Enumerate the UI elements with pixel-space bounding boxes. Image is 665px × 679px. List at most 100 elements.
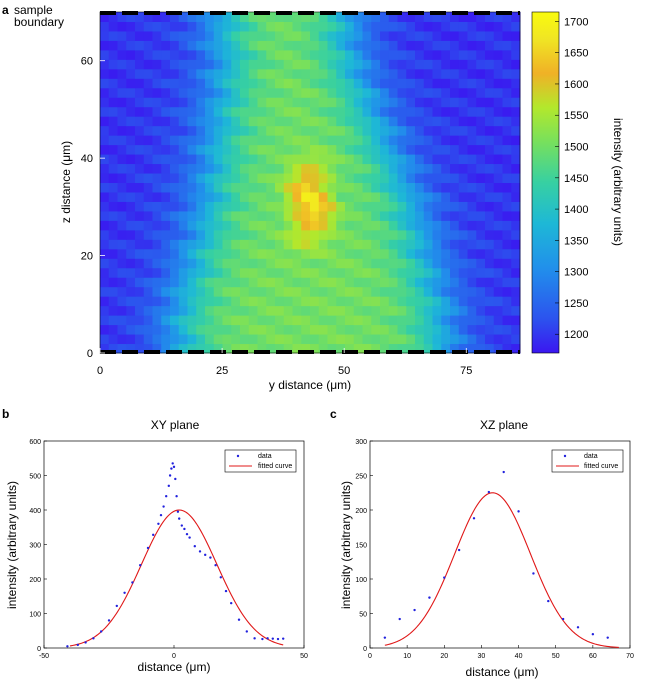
heatmap-cell: [152, 163, 162, 174]
heatmap-cell: [485, 21, 495, 32]
heatmap-cell: [301, 135, 311, 146]
heatmap-cell: [423, 144, 433, 155]
heatmap-cell: [283, 173, 293, 183]
heatmap-cell: [397, 59, 407, 70]
heatmap-cell: [388, 30, 398, 41]
heatmap-cell: [275, 258, 285, 269]
heatmap-cell: [476, 12, 486, 22]
heatmap-cell: [108, 334, 118, 345]
heatmap-cell: [117, 78, 127, 89]
heatmap-cell: [371, 144, 381, 155]
heatmap-cell: [406, 277, 416, 288]
boundary-dash-bottom: [276, 350, 292, 354]
heatmap-cell: [380, 30, 390, 41]
heatmap-cell: [100, 154, 110, 165]
heatmap-cell: [345, 343, 355, 354]
heatmap-cell: [485, 116, 495, 127]
heatmap-cell: [275, 30, 285, 41]
heatmap-cell: [126, 296, 136, 307]
heatmap-cell: [205, 286, 215, 297]
heatmap-cell: [336, 334, 346, 345]
heatmap-cell: [336, 173, 346, 183]
heatmap-cell: [476, 78, 486, 89]
heatmap-cell: [467, 343, 477, 354]
heatmap-cell: [283, 135, 293, 146]
boundary-dash-bottom: [144, 350, 160, 354]
heatmap-cell: [187, 154, 197, 165]
heatmap-cell: [257, 144, 267, 155]
heatmap-cell: [275, 286, 285, 297]
heatmap-cell: [275, 49, 285, 60]
heatmap-cell: [511, 87, 521, 98]
heatmap-cell: [415, 315, 425, 326]
heatmap-cell: [432, 182, 442, 193]
heatmap-cell: [318, 30, 328, 41]
heatmap-cell: [266, 305, 276, 316]
heatmap-cell: [283, 144, 293, 155]
heatmap-cell: [502, 334, 512, 345]
heatmap-cell: [117, 343, 127, 354]
heatmap-cell: [152, 144, 162, 155]
heatmap-cell: [187, 135, 197, 146]
heatmap-cell: [135, 229, 145, 240]
heatmap-cell: [240, 239, 250, 250]
xz-y-axis-label: intensity (arbitrary units): [339, 481, 353, 609]
boundary-dash-top: [342, 11, 358, 15]
heatmap-cell: [100, 258, 110, 269]
xy-data-point: [193, 545, 196, 548]
heatmap-cell: [485, 78, 495, 89]
heatmap-cell: [511, 97, 521, 108]
heatmap-cell: [310, 97, 320, 108]
heatmap-cell: [100, 97, 110, 108]
heatmap-cell: [310, 220, 320, 231]
heatmap-cell: [143, 173, 153, 183]
heatmap-cell: [406, 106, 416, 117]
heatmap-cell: [397, 191, 407, 202]
heatmap-cell: [450, 315, 460, 326]
heatmap-cell: [213, 154, 223, 165]
heatmap-cell: [327, 229, 337, 240]
heatmap-cell: [380, 154, 390, 165]
heatmap-cell: [345, 324, 355, 335]
heatmap-cell: [485, 144, 495, 155]
heatmap-cell: [327, 182, 337, 193]
heatmap-cell: [327, 21, 337, 32]
heatmap-cell: [310, 125, 320, 136]
heatmap-cell: [336, 229, 346, 240]
heatmap-cell: [362, 49, 372, 60]
xz-x-tick-label: 50: [552, 653, 560, 660]
heatmap-cell: [450, 12, 460, 22]
heatmap-cell: [502, 116, 512, 127]
heatmap-cell: [423, 116, 433, 127]
heatmap-cell: [467, 220, 477, 231]
heatmap-cell: [117, 144, 127, 155]
heatmap-cell: [100, 305, 110, 316]
heatmap-cell: [450, 49, 460, 60]
heatmap-cell: [108, 315, 118, 326]
heatmap-cell: [388, 59, 398, 70]
heatmap-cell: [143, 229, 153, 240]
xy-data-point: [152, 533, 155, 537]
heatmap-cell: [301, 334, 311, 345]
xy-data-point: [76, 643, 80, 647]
xz-data-point: [561, 617, 565, 621]
heatmap-cell: [187, 315, 197, 326]
heatmap-cell: [476, 49, 486, 60]
heatmap-cell: [485, 296, 495, 307]
heatmap-cell: [397, 163, 407, 174]
heatmap-cell: [301, 87, 311, 98]
heatmap-cell: [458, 30, 468, 41]
heatmap-cell: [362, 173, 372, 183]
heatmap-cell: [502, 154, 512, 165]
heatmap-cell: [283, 78, 293, 89]
heatmap-cell: [205, 135, 215, 146]
heatmap-cell: [196, 173, 206, 183]
heatmap-cell: [450, 163, 460, 174]
boundary-dash-bottom: [342, 350, 358, 354]
xy-data-point: [282, 637, 285, 640]
heatmap-cell: [143, 201, 153, 212]
heatmap-cell: [205, 315, 215, 326]
heatmap-cell: [362, 286, 372, 297]
heatmap-cell: [187, 144, 197, 155]
heatmap-cell: [450, 78, 460, 89]
